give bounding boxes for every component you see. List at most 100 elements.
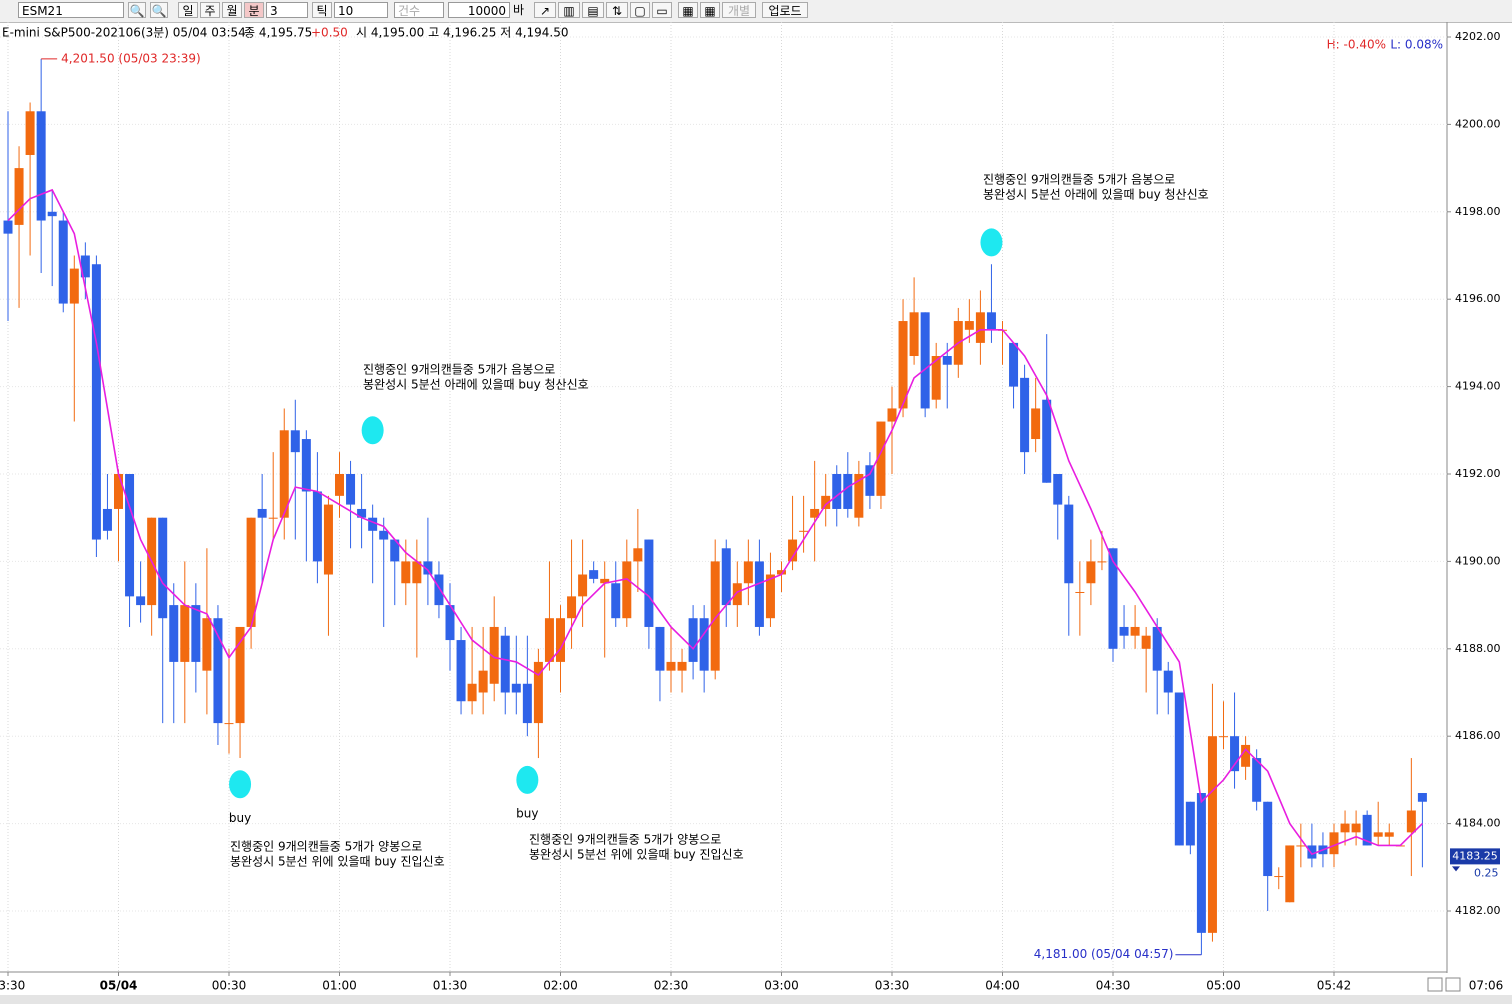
candle-body [1307, 845, 1317, 859]
tick-button[interactable]: 틱 [312, 2, 332, 18]
candle-body [721, 548, 731, 606]
last-price: 4183.25 [1452, 849, 1498, 862]
candle-body [390, 539, 400, 562]
candle-body [1097, 561, 1107, 563]
candle-body [279, 430, 289, 518]
candle-body [1362, 814, 1372, 846]
tool-icon[interactable]: ▤ [582, 2, 604, 18]
candle-body [1296, 845, 1306, 847]
search-icon[interactable]: 🔍 [150, 2, 168, 18]
x-tick-label: 05/04 [100, 979, 138, 993]
x-tick-label: 05:42 [1317, 979, 1352, 993]
candle-body [688, 618, 698, 662]
candle-body [909, 312, 919, 357]
candle-body [1009, 342, 1019, 387]
x-tick-label: 01:30 [433, 979, 468, 993]
tool-icon[interactable]: ↗ [534, 2, 556, 18]
candle-body [556, 618, 565, 662]
x-tick-label: 03:00 [764, 979, 799, 993]
tool-icon[interactable]: ▦ [678, 2, 698, 18]
period-button[interactable]: 주 [200, 2, 220, 18]
last-pointer [1452, 866, 1460, 872]
period-button[interactable]: 분 [244, 2, 264, 18]
x-tick-label: 07:06 [1469, 979, 1504, 993]
candle-body [544, 618, 554, 662]
candle-body [1064, 504, 1074, 584]
candle-body [1196, 793, 1206, 933]
tick-box[interactable]: 10 [334, 2, 388, 18]
signal-label: buy [516, 806, 538, 820]
y-tick-label: 4196.00 [1455, 292, 1501, 305]
candle-body [69, 268, 79, 304]
close-price: 종 4,195.75 [244, 26, 312, 40]
instrument: E-mini S&P500-202106(3분) 05/04 03:54 [2, 26, 246, 40]
candle-body [80, 255, 90, 278]
candle-body [3, 220, 13, 234]
period-button[interactable]: 월 [222, 2, 242, 18]
candle-body [1075, 591, 1085, 593]
candle-body [1042, 399, 1052, 483]
candle-body [1207, 736, 1217, 933]
candle-body [666, 661, 676, 671]
candle-body [765, 574, 775, 619]
tool-icon[interactable]: ▭ [652, 2, 672, 18]
candle-body [854, 473, 864, 518]
annotation: 봉완성시 5분선 아래에 있을때 buy 청산신호 [983, 188, 1209, 202]
tool-icon[interactable]: ▥ [558, 2, 580, 18]
upload-button[interactable]: 업로드 [762, 2, 808, 18]
search-icon[interactable]: 🔍 [128, 2, 146, 18]
candle-body [622, 561, 632, 619]
count-box[interactable]: 건수 [394, 2, 444, 18]
x-tick-label: 01:00 [322, 979, 357, 993]
candle-body [1086, 561, 1096, 584]
y-tick-label: 4202.00 [1455, 30, 1501, 43]
tool-icon[interactable]: ▦ [700, 2, 720, 18]
candle-body [268, 517, 278, 519]
candle-body [986, 312, 996, 330]
candle-body [633, 548, 643, 562]
corner-icon[interactable] [1427, 977, 1443, 992]
candle-body [1174, 692, 1184, 846]
candle-body [865, 465, 875, 496]
candle-body [1285, 845, 1295, 903]
candle-body [876, 421, 886, 496]
interval-box[interactable]: 3 [266, 2, 308, 18]
x-tick-label: 00:30 [212, 979, 247, 993]
annotation: 진행중인 9개의캔들중 5개가 양봉으로 [529, 832, 721, 847]
signal-marker [980, 228, 1003, 257]
candle-body [235, 626, 245, 724]
x-tick-label: 03:30 [875, 979, 910, 993]
candle-body [1185, 801, 1195, 846]
candle-body [1141, 635, 1151, 649]
candle-body [1130, 626, 1140, 636]
candle-body [290, 430, 300, 453]
candle-body [1274, 876, 1284, 878]
change: +0.50 [311, 26, 348, 40]
scrollbar[interactable] [0, 995, 1512, 1004]
candle-body [368, 517, 378, 531]
candle-body [136, 596, 146, 606]
annotation: 봉완성시 5분선 위에 있을때 buy 진입신호 [529, 848, 744, 862]
candle-body [611, 583, 621, 619]
corner-icon[interactable] [1445, 977, 1461, 992]
candle-body [832, 473, 842, 509]
annotation: 봉완성시 5분선 아래에 있을때 buy 청산신호 [363, 378, 589, 392]
period-button[interactable]: 일 [178, 2, 198, 18]
count-value[interactable]: 10000 [448, 2, 510, 18]
y-tick-label: 4188.00 [1455, 642, 1501, 655]
last-price-box [1450, 848, 1500, 865]
candle-body [578, 574, 588, 597]
tool-icon[interactable]: ▢ [630, 2, 650, 18]
individual-button[interactable]: 개별 [722, 2, 756, 18]
symbol-box[interactable]: ESM21 [18, 2, 124, 18]
candle-body [743, 561, 753, 584]
candle-body [1031, 408, 1041, 440]
candle-body [522, 683, 532, 724]
tool-icon[interactable]: ⇅ [606, 2, 628, 18]
candle-body [456, 640, 466, 702]
extreme-label: 4,201.50 (05/03 23:39) [61, 51, 201, 65]
candle-body [533, 661, 543, 724]
candle-body [202, 618, 212, 671]
candle-body [47, 211, 57, 217]
